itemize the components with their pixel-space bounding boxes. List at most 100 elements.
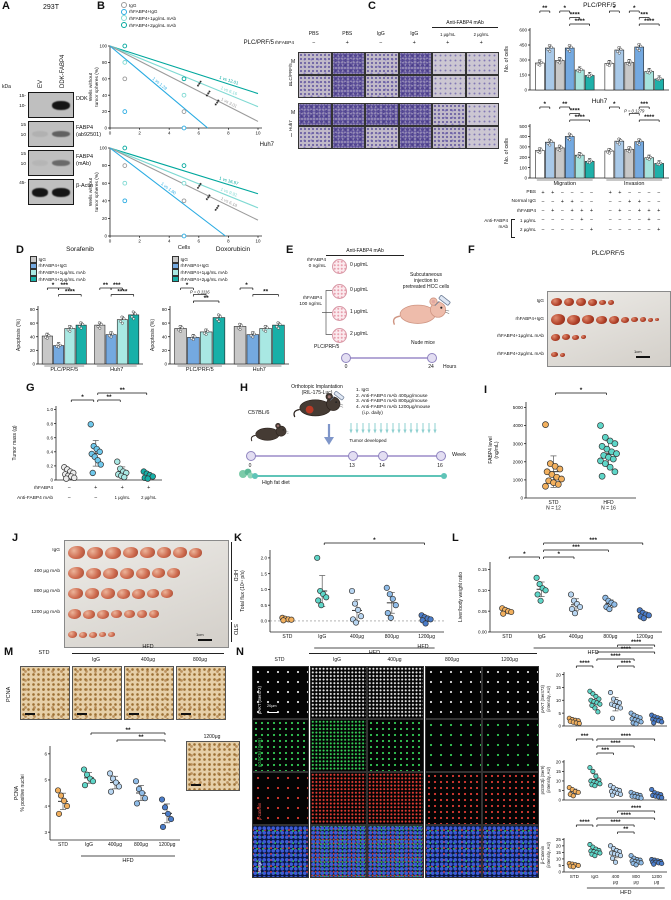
legend-label: rhFABP4+1μg/mL mAb	[129, 15, 177, 21]
data-point	[647, 68, 651, 72]
svg-text:(intensity, AU): (intensity, AU)	[546, 842, 551, 868]
svg-text:pAKT (Ser473): pAKT (Ser473)	[540, 684, 545, 712]
stain-label: PCNA	[6, 686, 12, 702]
data-point	[133, 800, 141, 807]
data-point	[593, 773, 599, 779]
data-point	[262, 328, 266, 332]
channel-label: pAKT (Ser473)	[257, 686, 262, 714]
condition-sign: −	[618, 198, 622, 205]
data-point	[112, 779, 120, 786]
timeline-node	[245, 451, 256, 462]
svg-text:0: 0	[109, 239, 112, 244]
legend-marker-icon	[172, 275, 179, 283]
data-point	[264, 329, 268, 333]
data-point	[538, 151, 542, 155]
bar	[174, 328, 187, 365]
svg-text:80: 80	[102, 163, 108, 168]
chart-svg: 0 1000 2000 3000 4000 5000 FABP4 level (ng/mL) *…	[488, 387, 636, 512]
legend-item: rhFABP4+2μg/mL mAb	[172, 275, 228, 283]
data-point	[45, 332, 49, 336]
micrograph	[331, 126, 365, 149]
tumor	[581, 335, 586, 339]
scale-label: 1cm	[634, 349, 642, 354]
data-point	[568, 138, 572, 142]
condition-sign: −	[551, 217, 555, 224]
svg-text:No. of cells: No. of cells	[504, 46, 510, 72]
condition-sign: −	[627, 226, 632, 233]
svg-text:10: 10	[255, 239, 261, 244]
data-point	[569, 45, 573, 49]
petri-dish-icon	[332, 328, 347, 343]
svg-text:450: 450	[519, 43, 527, 48]
condition-sign: +	[637, 208, 641, 215]
svg-text:1200μg: 1200μg	[159, 842, 176, 848]
cond-label: 100 ng/mL	[299, 302, 322, 307]
tumor	[86, 567, 101, 579]
tumor	[648, 317, 653, 322]
sig-label: *	[52, 282, 55, 289]
bar	[614, 49, 625, 91]
data-point	[601, 460, 609, 467]
svg-text:4: 4	[168, 239, 171, 244]
sig-label: *	[81, 394, 84, 401]
data-point	[253, 332, 256, 336]
data-point	[578, 70, 582, 74]
data-point	[596, 696, 602, 702]
micrograph	[331, 75, 365, 98]
wb-band	[32, 187, 48, 197]
svg-text:6: 6	[198, 131, 201, 136]
micrograph	[365, 52, 399, 75]
sig-label: ****	[65, 288, 76, 295]
data-point	[651, 861, 657, 867]
bar	[246, 334, 260, 365]
data-point	[609, 792, 616, 798]
tumor	[68, 546, 85, 559]
legend-label: rhFABP4+IgG	[129, 9, 158, 15]
data-point	[45, 336, 49, 340]
legend-label: rhFABP4+1μg/mL mAb	[38, 269, 86, 275]
mab-bracket-label: Anti-FABP4	[484, 218, 508, 223]
data-point	[68, 329, 72, 333]
blot-label: FABP4	[76, 125, 94, 131]
tumor	[621, 316, 629, 323]
svg-text:% positive nuclei: % positive nuclei	[20, 774, 26, 811]
if-col-label: 400μg	[387, 657, 402, 663]
data-point	[649, 786, 655, 793]
tumor	[99, 632, 106, 637]
micrograph-if: 20μm	[252, 666, 309, 719]
condition-sign: +	[570, 208, 574, 215]
legend-marker-icon	[121, 22, 127, 29]
legend-marker-icon	[172, 269, 179, 276]
data-point	[554, 481, 562, 488]
data-point	[89, 778, 97, 785]
data-point	[179, 329, 183, 333]
svg-text:STD: STD	[502, 634, 512, 640]
data-point	[607, 147, 611, 151]
sig-label: *	[613, 5, 616, 12]
tumor	[83, 609, 95, 619]
scatter-liver-body-ratio: 0.00 0.05 0.10 0.15 Liver/body weight ratio *…	[456, 537, 668, 662]
treatment-item: 2. Anti-FABP4 mAb 400μg/mouse	[356, 393, 428, 399]
strain-label: C57BL/6	[248, 410, 270, 416]
data-point	[542, 587, 549, 594]
svg-text:STD: STD	[549, 500, 559, 506]
tumor-row-label: rhFABP4+2μg/mL mAb	[496, 350, 544, 356]
scale-bar	[181, 713, 191, 715]
cell-line-group-label: Huh7	[288, 120, 293, 131]
data-point	[606, 463, 614, 471]
svg-text:+: +	[121, 485, 124, 491]
data-point	[595, 709, 601, 715]
micrograph	[465, 75, 499, 98]
data-point	[597, 781, 603, 787]
condition-sign: −	[637, 217, 641, 224]
data-point	[629, 147, 633, 151]
tumor	[68, 631, 77, 638]
sig-label: *	[245, 282, 248, 289]
svg-text:20: 20	[162, 348, 168, 353]
svg-text:+: +	[147, 485, 150, 491]
mw-marker: 15	[20, 123, 26, 128]
data-point	[617, 853, 624, 859]
